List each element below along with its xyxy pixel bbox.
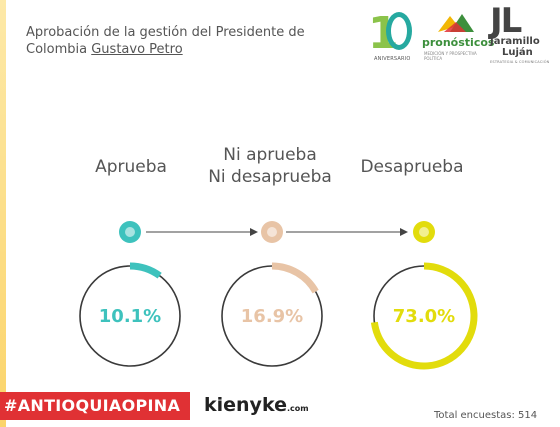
jl-name-line-2: Luján (502, 47, 533, 58)
value-arc-desaprueba (370, 262, 478, 370)
title-line-1: Aprobación de la gestión del Presidente … (26, 25, 305, 40)
kienyke-suffix: .com (286, 404, 309, 413)
value-label-neutral: 16.9% (240, 306, 304, 327)
hashtag-banner: #ANTIOQUIAOPINA (0, 392, 190, 420)
title-line-2: Colombia Gustavo Petro (26, 41, 305, 58)
category-label-desaprueba: Desaprueba (352, 156, 472, 178)
chart-marks (79, 221, 478, 370)
pronosticos-subtitle: MEDICIÓN Y PROSPECTIVA POLÍTICA (424, 51, 477, 61)
category-label-line: Ni desaprueba (208, 167, 332, 187)
total-surveys: Total encuestas: 514 (434, 410, 538, 421)
jl-monogram: JL (490, 1, 522, 41)
title-prefix: Colombia (26, 42, 92, 57)
title-president-name: Gustavo Petro (91, 42, 183, 57)
category-label-line: Ni aprueba (223, 145, 317, 165)
anniversary-logo: 1 ANIVERSARIO (366, 8, 416, 64)
node-dot-center-aprueba (125, 227, 135, 237)
kienyke-logo: kienyke.com (204, 394, 309, 416)
jaramillo-lujan-logo: JL Jaramillo Luján ESTRATEGIA & COMUNICA… (490, 1, 556, 70)
category-label-aprueba: Aprueba (80, 156, 182, 178)
left-accent-strip (0, 0, 6, 427)
pronosticos-wordmark: pronósticos (422, 36, 495, 49)
pronosticos-mark-icon (438, 14, 474, 32)
pronosticos-logo: pronósticos MEDICIÓN Y PROSPECTIVA POLÍT… (422, 10, 494, 66)
value-label-desaprueba: 73.0% (392, 306, 456, 327)
category-label-line: Desaprueba (360, 157, 464, 177)
jl-name-line-1: Jaramillo (490, 36, 540, 47)
anniversary-zero-ring (386, 12, 412, 50)
category-label-neutral: Ni aprueba Ni desaprueba (200, 144, 340, 188)
value-arc-aprueba (129, 262, 162, 279)
jl-tagline: ESTRATEGIA & COMUNICACIÓN (490, 60, 550, 64)
anniversary-label: ANIVERSARIO (374, 56, 411, 62)
chart-title: Aprobación de la gestión del Presidente … (26, 24, 305, 58)
value-label-aprueba: 10.1% (98, 306, 162, 327)
kienyke-wordmark: kienyke (204, 394, 287, 416)
value-arc-neutral (271, 262, 319, 294)
category-label-line: Aprueba (95, 157, 167, 177)
node-dot-center-neutral (267, 227, 277, 237)
node-dot-center-desaprueba (419, 227, 429, 237)
